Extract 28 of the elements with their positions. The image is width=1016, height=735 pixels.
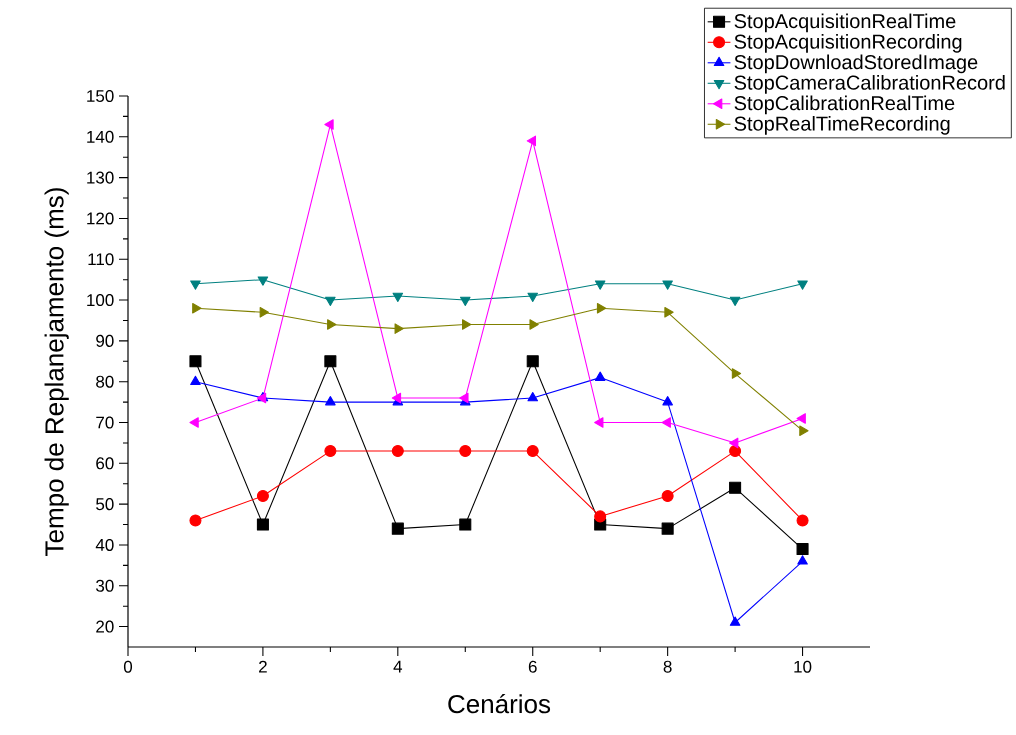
y-tick-label: 140 [87,130,114,143]
y-tick-label: 90 [96,334,114,347]
legend-label: StopAcquisitionRecording [734,34,962,53]
x-tick-label: 4 [393,660,403,673]
legend-label: StopRealTimeRecording [734,116,950,135]
y-tick-label: 110 [88,253,114,266]
legend-label: StopDownloadStoredImage [734,54,978,74]
y-tick-label: 30 [96,579,114,592]
legend-label: StopCalibrationRealTime [734,95,955,115]
y-tick-label: 70 [96,416,114,429]
x-axis-title: Cenários [448,693,551,714]
legend-label: StopCameraCalibrationRecord [734,75,1005,94]
y-tick-label: 50 [96,498,114,511]
y-tick-label: 100 [87,294,114,307]
y-axis-title: Tempo de Replanejamento (ms) [44,188,69,556]
y-tick-label: 120 [87,212,114,225]
x-tick-label: 0 [123,660,133,673]
legend-label: StopAcquisitionRealTime [734,13,956,33]
x-tick-label: 10 [794,660,812,673]
y-tick-label: 40 [95,538,114,551]
y-tick-label: 150 [87,89,114,103]
x-tick-label: 6 [528,660,537,673]
y-tick-label: 60 [96,457,114,470]
x-tick-label: 8 [663,660,672,673]
y-tick-label: 130 [87,171,114,184]
y-tick-label: 80 [96,375,114,388]
x-tick-label: 2 [259,660,267,673]
y-tick-label: 20 [96,620,114,633]
